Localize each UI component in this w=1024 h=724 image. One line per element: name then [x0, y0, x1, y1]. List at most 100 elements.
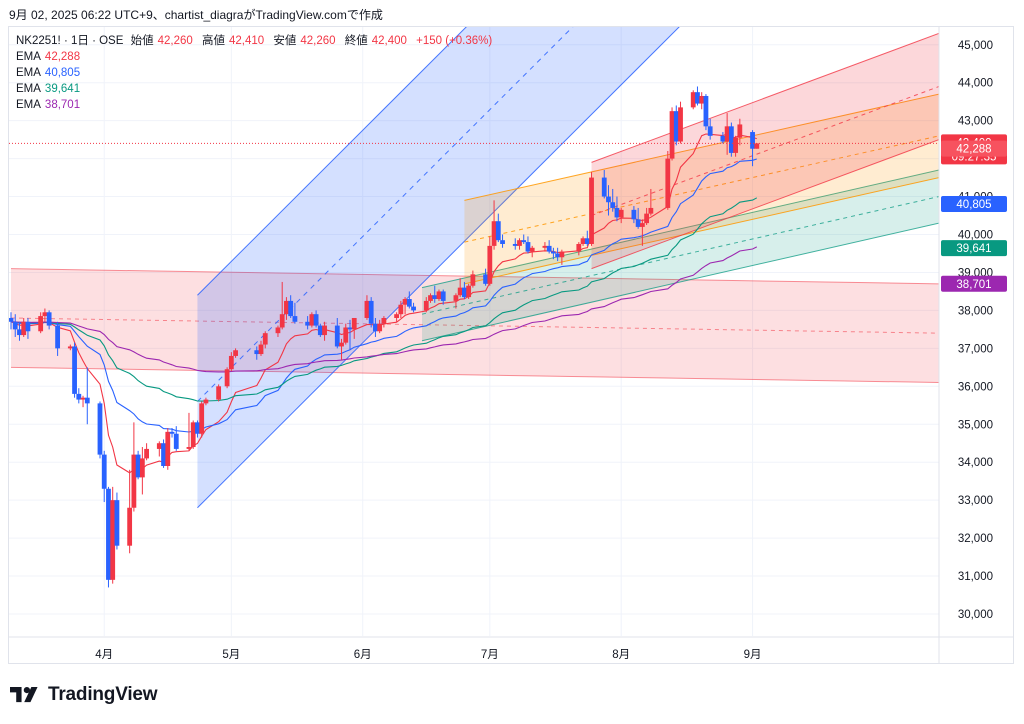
symbol-label[interactable]: NK2251! · 1日 · OSE — [16, 35, 124, 47]
ema-label: EMA — [16, 99, 41, 111]
candle-body — [165, 431, 171, 466]
y-tick-label: 32,000 — [958, 533, 993, 545]
red-wide-channel-mid — [10, 317, 939, 334]
candle-body — [432, 295, 438, 300]
candle-body — [398, 304, 404, 315]
y-tick-label: 30,000 — [958, 609, 993, 621]
candle-body — [610, 202, 616, 208]
close-value: 42,400 — [371, 35, 407, 47]
candle-body — [491, 221, 497, 246]
candle-body — [550, 251, 556, 254]
candle-body — [483, 274, 488, 284]
ema-row-3[interactable]: EMA 39,641 — [16, 81, 498, 97]
ema-mid-badge — [941, 195, 1007, 212]
candle-body — [305, 321, 311, 326]
candle-body — [466, 285, 472, 298]
candle-body — [351, 317, 357, 330]
candle-body — [313, 314, 319, 326]
candle-body — [114, 500, 120, 546]
red-upper-channel-mid — [591, 86, 939, 216]
candle-body — [262, 333, 268, 345]
candle-body — [589, 177, 594, 244]
orange-channel-mid — [464, 135, 939, 243]
open-value: 42,260 — [157, 35, 193, 47]
blue-channel-upper — [197, 27, 467, 296]
candle-body — [288, 300, 294, 317]
change-value: +150 (+0.36%) — [416, 35, 493, 47]
candle-body — [42, 312, 48, 317]
y-tick-label: 45,000 — [958, 40, 993, 52]
candle-body — [339, 342, 344, 347]
red-upper-channel-lower — [591, 139, 939, 270]
candle-body — [228, 355, 234, 370]
low-label: 安値 — [273, 35, 297, 47]
chart-frame — [8, 26, 1014, 664]
chart-legend: NK2251! · 1日 · OSE 始値 42,260 高値 42,410 安値 4… — [16, 33, 498, 113]
candle-body — [728, 126, 734, 153]
candle-body — [487, 245, 493, 284]
red-wide-channel-lower — [10, 366, 939, 384]
candle-body — [453, 295, 459, 301]
candle-body — [635, 219, 641, 227]
candle-body — [559, 251, 565, 258]
green-channel-lower — [421, 222, 939, 342]
candle-body — [161, 443, 166, 466]
candle-body — [381, 317, 387, 324]
candle-body — [199, 403, 205, 434]
candle-body — [580, 238, 586, 244]
candle-body — [12, 321, 18, 330]
candle-body — [173, 433, 179, 449]
candle-body — [521, 240, 527, 243]
candle-body — [411, 306, 416, 311]
low-value: 42,260 — [300, 35, 336, 47]
ema-row-1[interactable]: EMA 42,288 — [16, 49, 498, 65]
x-tick-label: 9月 — [744, 649, 762, 661]
candle-body — [254, 350, 260, 355]
ema-row-4[interactable]: EMA 38,701 — [16, 97, 498, 113]
candle-body — [584, 238, 590, 244]
ema-fast-badge-text: 42,288 — [956, 144, 991, 156]
candle-body — [631, 209, 637, 220]
candle-body — [97, 403, 103, 455]
candle-body — [678, 107, 683, 142]
candle-body — [695, 92, 700, 104]
y-tick-label: 36,000 — [958, 381, 993, 393]
candle-body — [139, 458, 145, 478]
tradingview-logo-icon — [10, 687, 38, 703]
candle-body — [639, 223, 645, 227]
orange-channel-upper — [464, 93, 939, 201]
ema-value: 42,288 — [44, 51, 81, 63]
candle-body — [373, 323, 378, 332]
y-tick-label: 31,000 — [958, 571, 993, 583]
candle-body — [110, 500, 116, 580]
ema-slow-line — [10, 197, 758, 402]
ema-value: 38,701 — [44, 99, 81, 111]
tradingview-brand[interactable]: TradingView — [10, 684, 158, 706]
y-tick-label: 44,000 — [958, 78, 993, 90]
candle-body — [529, 247, 535, 252]
candle-body — [364, 300, 370, 318]
ema-label: EMA — [16, 67, 41, 79]
candle-body — [368, 300, 374, 324]
candle-body — [203, 399, 209, 404]
candle-body — [648, 207, 654, 214]
candle-body — [669, 111, 675, 159]
candle-body — [699, 95, 705, 104]
ema-mid-badge-text: 40,805 — [956, 199, 991, 211]
x-tick-label: 7月 — [481, 649, 499, 661]
high-label: 高値 — [201, 35, 225, 47]
candle-body — [46, 312, 52, 326]
grid-layer — [9, 27, 939, 636]
ema-label: EMA — [16, 83, 41, 95]
candle-body — [724, 126, 730, 142]
candle-body — [750, 132, 755, 149]
candle-body — [334, 325, 340, 347]
x-tick-label: 8月 — [612, 649, 630, 661]
ema-row-2[interactable]: EMA 40,805 — [16, 65, 498, 81]
candle-body — [703, 95, 709, 127]
red-upper-channel-upper — [591, 32, 939, 163]
candle-body — [618, 209, 624, 218]
candle-body — [576, 243, 582, 252]
